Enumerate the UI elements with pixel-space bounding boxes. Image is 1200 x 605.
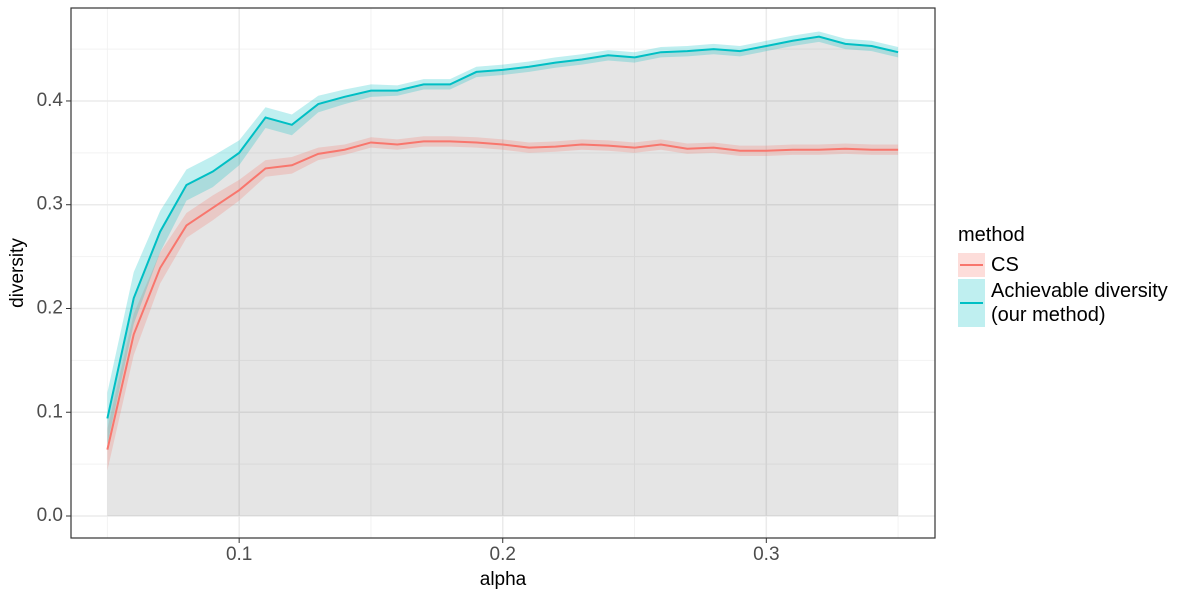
x-axis-title: alpha <box>480 569 527 590</box>
y-tick-label: 0.1 <box>37 401 63 422</box>
legend-label: CS <box>991 254 1019 276</box>
y-tick-label: 0.3 <box>37 194 63 215</box>
line <box>106 35 899 419</box>
line <box>106 140 899 450</box>
y-axis-title: diversity <box>7 238 28 308</box>
y-tick-label: 0.4 <box>37 90 64 111</box>
y-tick-label: 0.0 <box>37 505 63 526</box>
plot-border <box>70 7 936 539</box>
legend-item: CS <box>958 253 1168 277</box>
legend-title: method <box>958 224 1025 246</box>
legend: method CS Achievable diversity (our metho… <box>958 224 1168 329</box>
legend-key <box>958 279 985 327</box>
x-tick-label: 0.2 <box>490 544 516 565</box>
legend-item: Achievable diversity (our method) <box>958 279 1168 327</box>
y-tick-label: 0.2 <box>37 298 63 319</box>
legend-label: Achievable diversity (our method) <box>991 280 1168 326</box>
legend-key <box>958 253 985 277</box>
achievable-area <box>107 36 899 517</box>
x-tick-label: 0.1 <box>226 544 252 565</box>
x-tick-label: 0.3 <box>753 544 779 565</box>
